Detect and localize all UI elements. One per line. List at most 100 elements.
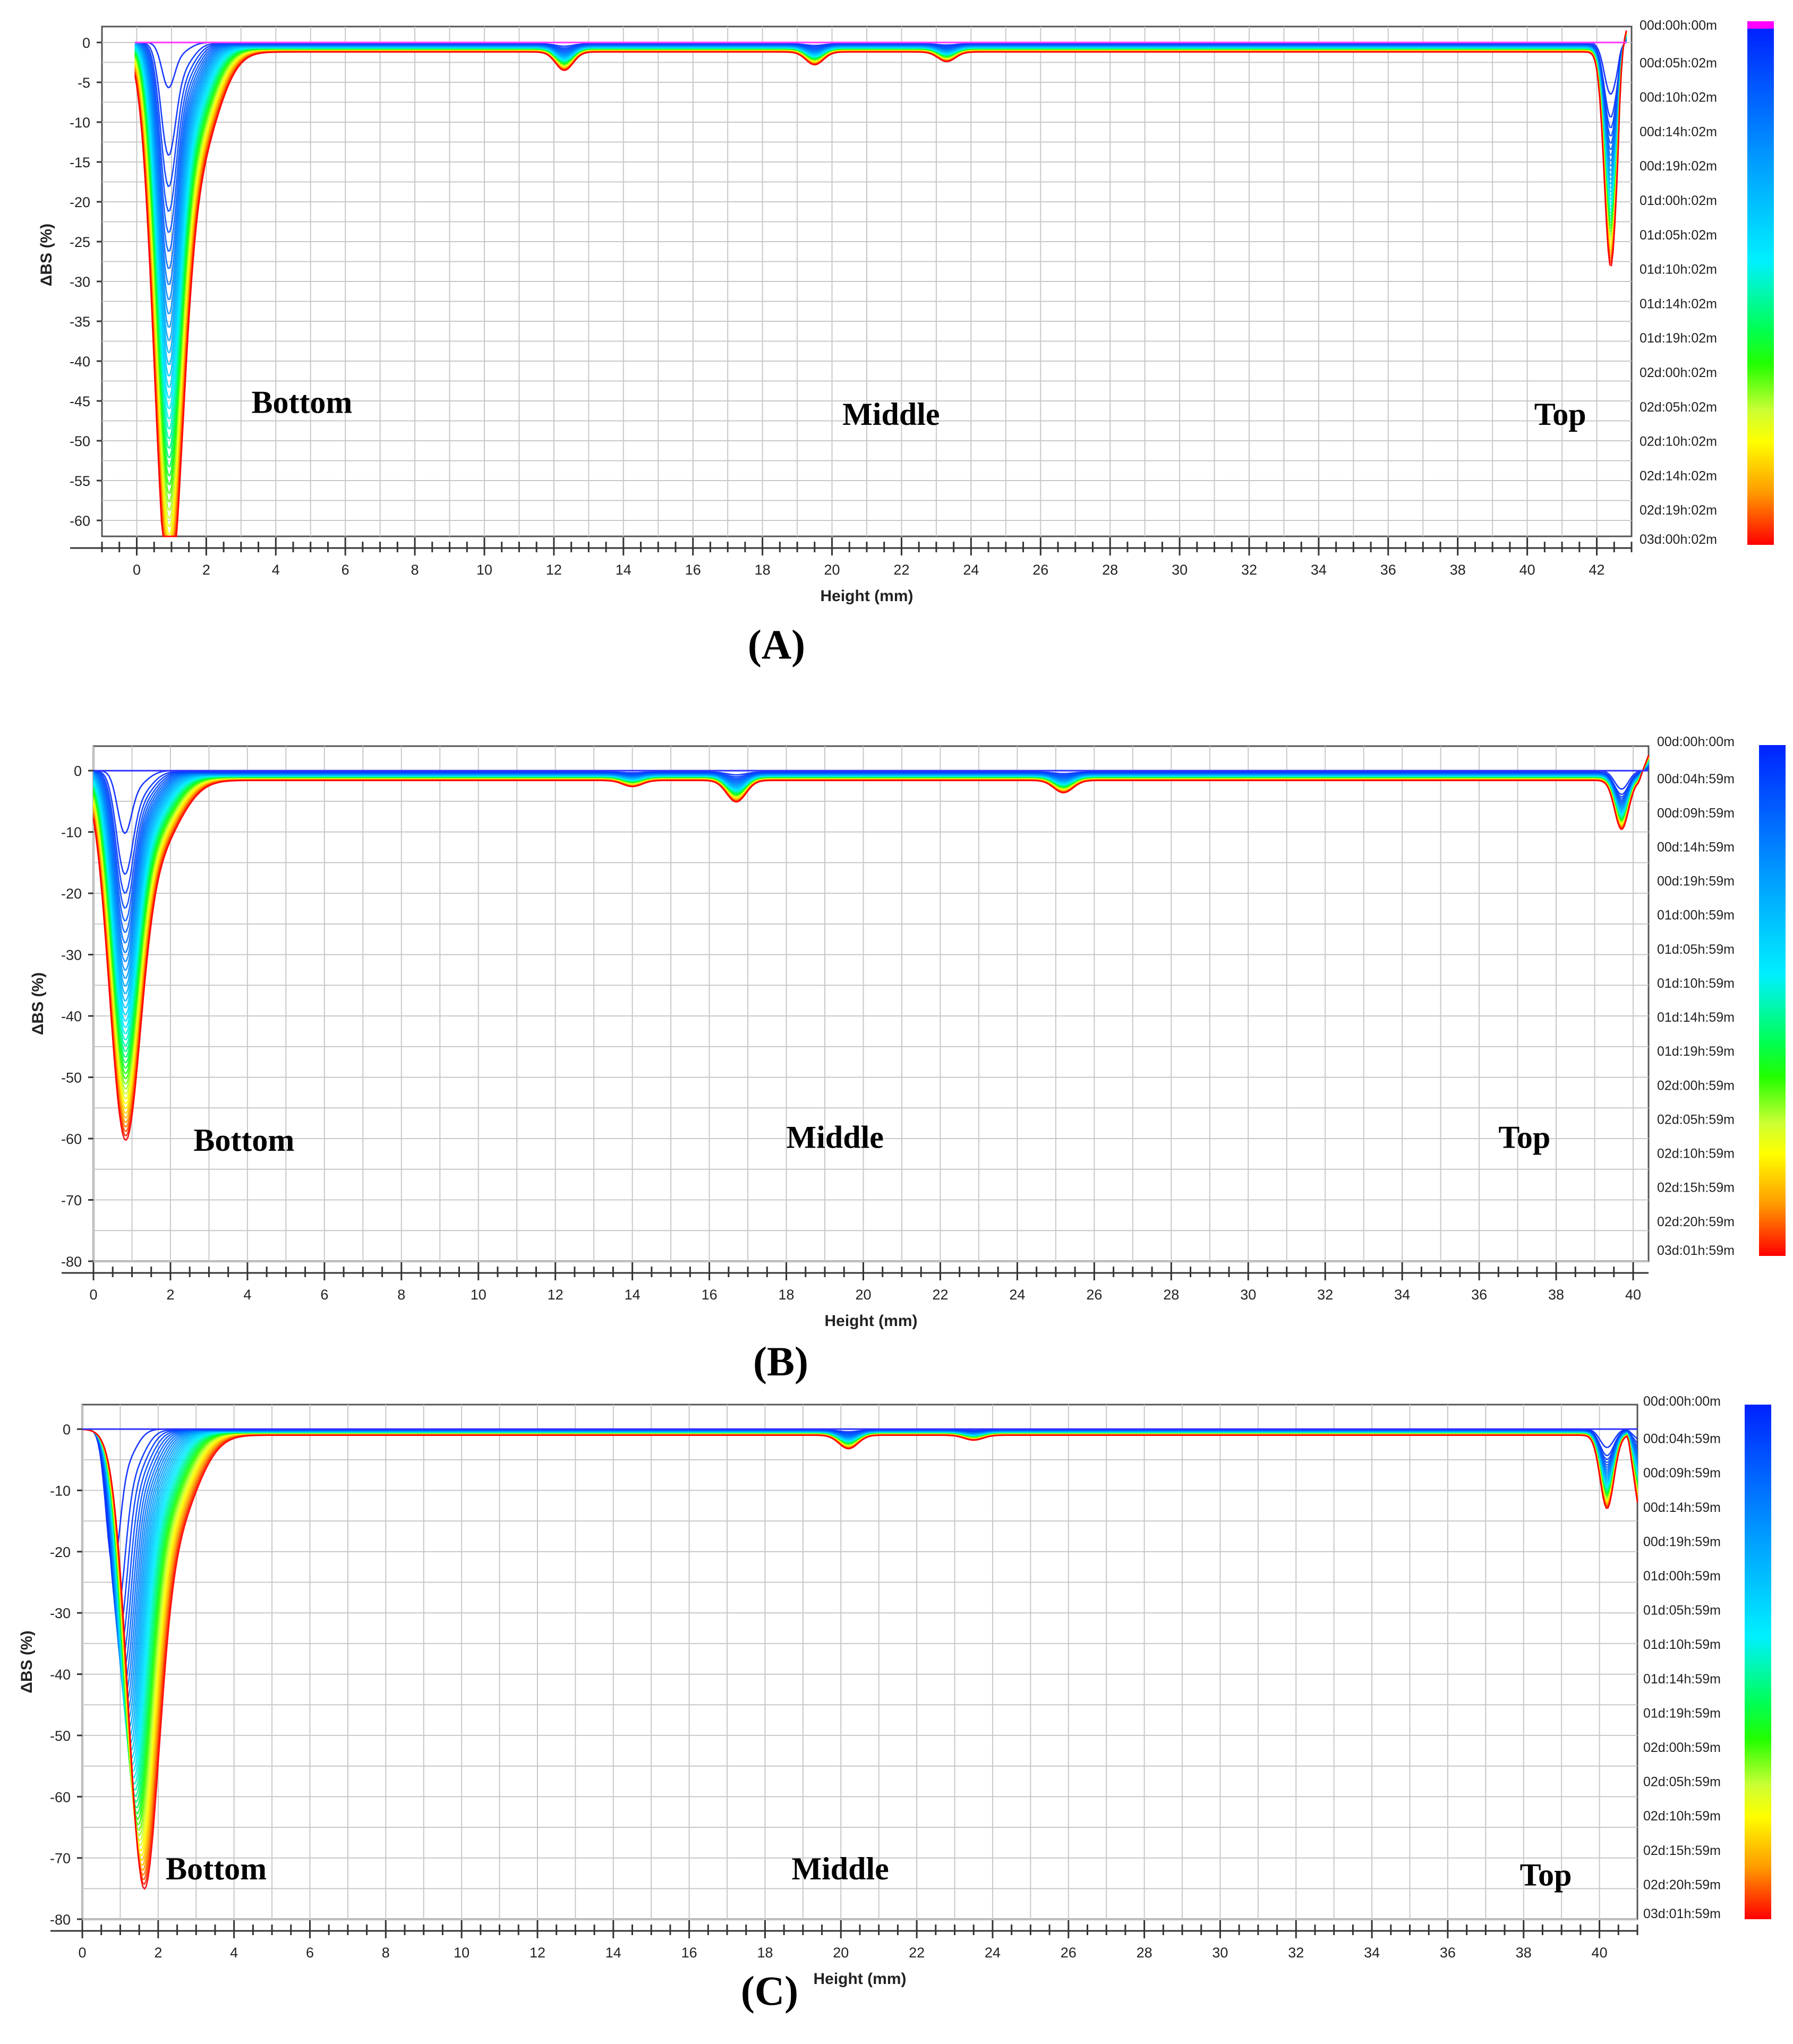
y-tick-label: -30 — [50, 1605, 71, 1621]
colorbar-label: 00d:14h:59m — [1643, 1500, 1721, 1515]
series-curves — [134, 30, 1627, 537]
x-tick-label: 32 — [1317, 1287, 1333, 1303]
x-tick-label: 32 — [1288, 1945, 1304, 1961]
y-tick-label: -5 — [78, 75, 90, 91]
colorbar-label: 02d:00h:02m — [1640, 365, 1717, 380]
colorbar-label: 02d:05h:59m — [1643, 1775, 1721, 1790]
colorbar-label: 02d:10h:59m — [1657, 1147, 1735, 1161]
y-tick-label: -10 — [61, 825, 82, 841]
colorbar-label: 02d:14h:02m — [1640, 468, 1717, 483]
colorbar-label: 00d:05h:02m — [1640, 56, 1717, 71]
colorbar-label: 01d:14h:02m — [1640, 296, 1717, 311]
x-tick-label: 20 — [833, 1945, 849, 1961]
x-tick-label: 26 — [1086, 1287, 1102, 1303]
colorbar-label: 01d:10h:59m — [1657, 976, 1735, 991]
region-annotation: Bottom — [193, 1123, 294, 1158]
colorbar-label: 01d:00h:59m — [1643, 1569, 1721, 1584]
x-tick-label: 22 — [932, 1287, 948, 1303]
colorbar-label: 01d:10h:59m — [1643, 1637, 1721, 1652]
y-axis-title: ΔBS (%) — [38, 224, 55, 286]
colorbar-label: 00d:00h:00m — [1640, 18, 1717, 33]
colorbar-label: 00d:09h:59m — [1657, 806, 1735, 820]
colorbar-label: 03d:01h:59m — [1643, 1906, 1721, 1921]
x-tick-label: 42 — [1589, 562, 1605, 578]
colorbar-label: 00d:00h:00m — [1657, 734, 1735, 749]
region-annotation: Top — [1520, 1858, 1572, 1893]
region-annotation: Top — [1498, 1119, 1550, 1154]
x-tick-label: 0 — [78, 1945, 86, 1961]
x-tick-label: 24 — [985, 1945, 1001, 1961]
x-tick-label: 38 — [1548, 1287, 1564, 1303]
x-tick-label: 4 — [243, 1287, 251, 1303]
y-tick-label: -40 — [50, 1667, 71, 1683]
colorbar-label: 00d:19h:59m — [1643, 1534, 1721, 1549]
grid — [102, 27, 1632, 536]
x-tick-label: 10 — [471, 1287, 486, 1303]
colorbar-label: 01d:10h:02m — [1640, 262, 1717, 277]
colorbar-label: 02d:20h:59m — [1643, 1877, 1721, 1892]
colorbar-label: 01d:00h:59m — [1657, 908, 1735, 923]
panel-caption: (B) — [753, 1338, 808, 1384]
y-tick-label: -40 — [61, 1008, 82, 1024]
x-tick-label: 30 — [1172, 562, 1188, 578]
colorbar-label: 00d:10h:02m — [1640, 90, 1717, 105]
y-tick-label: -60 — [70, 513, 90, 529]
series-line — [134, 30, 1627, 537]
y-tick-label: -20 — [61, 886, 82, 902]
x-tick-label: 2 — [202, 562, 210, 578]
x-tick-label: 24 — [963, 562, 979, 578]
x-tick-label: 28 — [1102, 562, 1118, 578]
plot-area — [92, 745, 1650, 1262]
x-tick-label: 18 — [779, 1287, 795, 1303]
x-tick-label: 34 — [1394, 1287, 1410, 1303]
y-tick-label: -80 — [61, 1254, 82, 1270]
colorbar-label: 01d:14h:59m — [1657, 1010, 1735, 1025]
x-tick-label: 24 — [1009, 1287, 1025, 1303]
x-tick-label: 4 — [230, 1945, 238, 1961]
x-tick-label: 12 — [546, 562, 562, 578]
colorbar-label: 00d:19h:59m — [1657, 874, 1735, 889]
x-tick-label: 0 — [133, 562, 141, 578]
colorbar-start-swatch — [1747, 21, 1774, 30]
panel-caption: (C) — [741, 1968, 798, 2014]
colorbar-label: 00d:04h:59m — [1643, 1432, 1721, 1447]
x-tick-label: 26 — [1061, 1945, 1077, 1961]
x-tick-label: 6 — [320, 1287, 328, 1303]
colorbar-label: 02d:05h:02m — [1640, 400, 1717, 415]
y-tick-label: -80 — [50, 1912, 71, 1928]
y-tick-label: -50 — [61, 1070, 82, 1086]
colorbar-label: 02d:10h:02m — [1640, 434, 1717, 449]
x-tick-label: 0 — [89, 1287, 97, 1303]
colorbar-label: 00d:14h:59m — [1657, 840, 1735, 854]
colorbar-label: 00d:00h:00m — [1643, 1394, 1721, 1409]
colorbar-label: 02d:15h:59m — [1643, 1843, 1721, 1858]
x-tick-label: 18 — [757, 1945, 773, 1961]
colorbar: 00d:00h:00m 00d:05h:02m 00d:10h:02m 00d:14h… — [1640, 18, 1774, 547]
chart-panel: 0-5-10-15-20-25-30-35-40-45-50-55-600 2 4 6… — [38, 18, 1774, 668]
y-tick-label: -45 — [70, 394, 90, 409]
y-tick-label: 0 — [63, 1422, 71, 1438]
region-annotation: Middle — [787, 1119, 884, 1154]
x-tick-label: 16 — [681, 1945, 697, 1961]
y-tick-label: -10 — [50, 1483, 71, 1499]
colorbar-gradient — [1747, 29, 1774, 545]
x-tick-label: 12 — [530, 1945, 545, 1961]
colorbar-label: 02d:05h:59m — [1657, 1112, 1735, 1127]
x-tick-label: 2 — [166, 1287, 174, 1303]
y-tick-label: -50 — [70, 433, 90, 449]
x-tick-label: 4 — [272, 562, 280, 578]
region-annotation: Bottom — [166, 1851, 267, 1886]
x-tick-label: 10 — [476, 562, 492, 578]
x-tick-label: 8 — [397, 1287, 405, 1303]
colorbar-label: 00d:14h:02m — [1640, 124, 1717, 139]
x-tick-label: 40 — [1592, 1945, 1608, 1961]
x-tick-label: 34 — [1311, 562, 1327, 578]
x-tick-label: 10 — [454, 1945, 469, 1961]
x-tick-label: 8 — [382, 1945, 390, 1961]
grid — [93, 746, 1649, 1262]
chart-panel: 0-10-20-30-40-50-60-70-800 2 4 6 8 10 12 14 16 18… — [18, 1394, 1771, 2014]
chart-panel: 0-10-20-30-40-50-60-70-800 2 4 6 8 10 12 14 16 18… — [29, 734, 1786, 1384]
series-line — [82, 1429, 1638, 1890]
y-tick-label: -50 — [50, 1728, 71, 1744]
x-tick-label: 16 — [702, 1287, 718, 1303]
